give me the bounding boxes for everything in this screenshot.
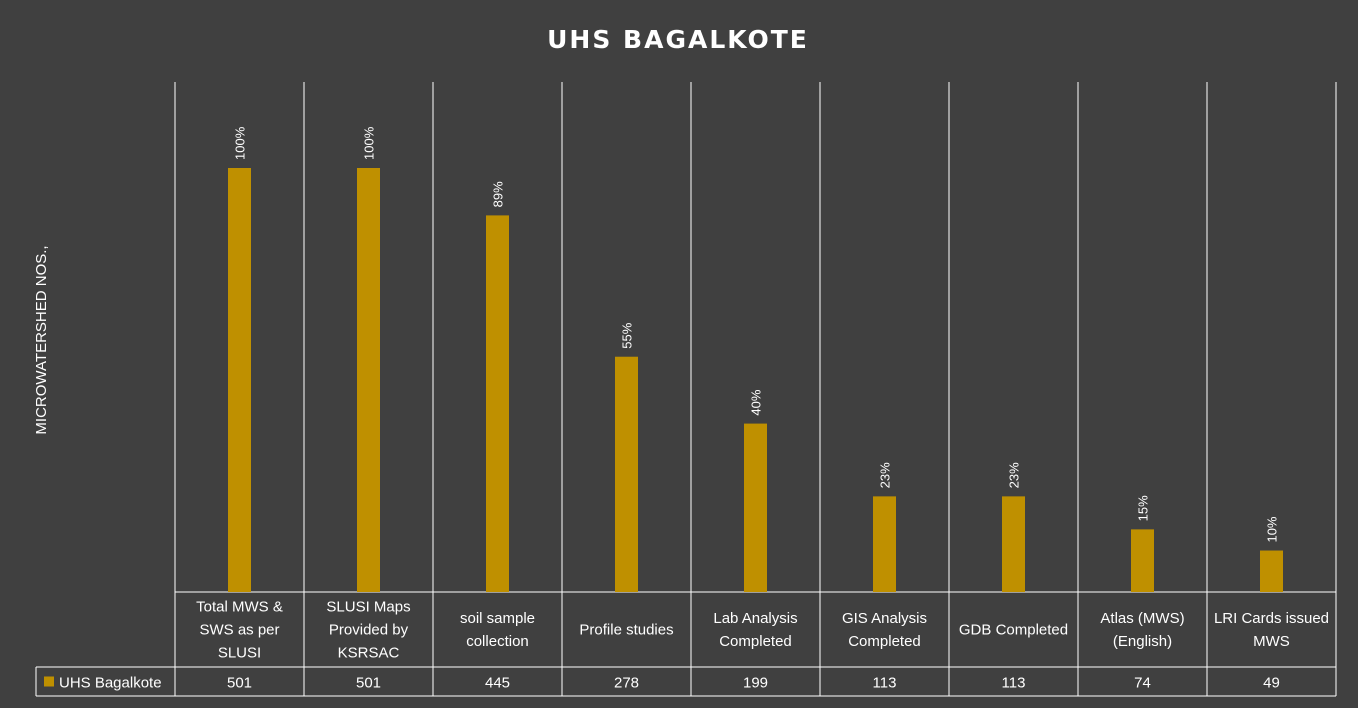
bar (486, 215, 509, 592)
table-value: 501 (356, 675, 381, 692)
category-label: Total MWS & (196, 599, 283, 616)
data-label: 100% (233, 126, 248, 160)
data-label: 100% (362, 126, 377, 160)
bar (744, 423, 767, 592)
category-label: Profile studies (579, 622, 673, 639)
category-label: Completed (848, 633, 921, 650)
table-value: 113 (1002, 675, 1026, 692)
category-label: SLUSI (218, 645, 261, 662)
chart-title: UHS BAGALKOTE (547, 25, 809, 54)
legend-swatch (44, 676, 54, 687)
category-label: collection (466, 633, 529, 650)
data-label: 55% (620, 322, 635, 348)
data-label: 23% (1007, 462, 1022, 488)
bar (228, 168, 251, 592)
bar (615, 356, 638, 592)
data-label: 10% (1265, 516, 1280, 542)
table-value: 49 (1263, 675, 1280, 692)
table-value: 501 (227, 675, 252, 692)
table-value: 199 (743, 675, 768, 692)
bar (873, 496, 896, 592)
category-label: Completed (719, 633, 792, 650)
bar-layer (228, 168, 1283, 592)
bar (1260, 550, 1283, 592)
table-value: 445 (485, 675, 510, 692)
category-label: Atlas (MWS) (1100, 610, 1184, 627)
category-label: (English) (1113, 633, 1172, 650)
category-label: SWS as per (199, 622, 279, 639)
data-label: 23% (878, 462, 893, 488)
data-label-layer: 100% 100% 89% 55% 40% 23% 23% 15% 10% (233, 126, 1280, 542)
y-axis-label: MICROWATERSHED NOS., (33, 245, 50, 434)
data-table: Total MWS & SWS as per SLUSI 501 SLUSI Maps P… (44, 599, 1329, 692)
category-label: soil sample (460, 610, 535, 627)
category-label: Provided by (329, 622, 409, 639)
data-label: 89% (491, 181, 506, 207)
category-label: GDB Completed (959, 622, 1068, 639)
category-label: Lab Analysis (713, 610, 797, 627)
bar (1002, 496, 1025, 592)
category-label: GIS Analysis (842, 610, 927, 627)
category-label: KSRSAC (338, 645, 400, 662)
category-label: MWS (1253, 633, 1290, 650)
data-label: 15% (1136, 495, 1151, 521)
table-value: 113 (873, 675, 897, 692)
table-value: 278 (614, 675, 639, 692)
bar (357, 168, 380, 592)
category-label: SLUSI Maps (326, 599, 410, 616)
category-label: LRI Cards issued (1214, 610, 1329, 627)
legend-label: UHS Bagalkote (59, 675, 162, 692)
data-label: 40% (749, 389, 764, 415)
bar (1131, 529, 1154, 592)
table-value: 74 (1134, 675, 1151, 692)
